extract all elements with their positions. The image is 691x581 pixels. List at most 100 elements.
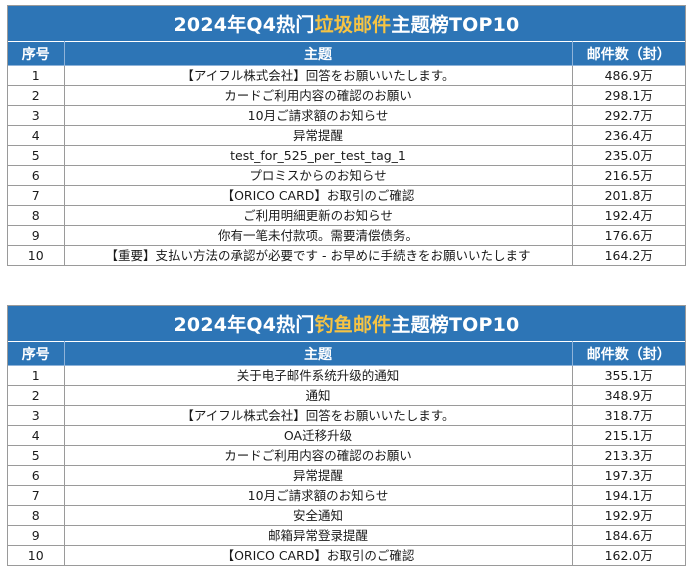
spam-title-suffix: 主题榜TOP10 (391, 14, 520, 36)
count-cell: 192.9万 (571, 505, 685, 526)
count-cell: 235.0万 (571, 145, 685, 166)
table-row: 2 カードご利用内容の確認のお願い 298.1万 (8, 85, 685, 106)
subject-column-header: 主题 (63, 41, 573, 66)
rank-cell: 9 (8, 525, 65, 546)
subject-cell: プロミスからのお知らせ (63, 165, 573, 186)
subject-column-header: 主题 (63, 341, 573, 366)
subject-cell: 邮箱异常登录提醒 (63, 525, 573, 546)
rank-cell: 5 (8, 445, 65, 466)
phishing-table-title: 2024年Q4热门 钓鱼邮件 主题榜TOP10 (8, 306, 685, 341)
subject-cell: 【重要】支払い方法の承認が必要です - お早めに手続きをお願いいたします (63, 245, 573, 265)
table-row: 6 异常提醒 197.3万 (8, 465, 685, 486)
rank-cell: 1 (8, 65, 65, 86)
table-row: 4 OA迁移升级 215.1万 (8, 425, 685, 446)
table-row: 8 安全通知 192.9万 (8, 505, 685, 526)
phishing-header-row: 序号 主题 邮件数（封） (8, 341, 685, 366)
count-cell: 162.0万 (571, 545, 685, 565)
subject-cell: test_for_525_per_test_tag_1 (63, 145, 573, 166)
count-cell: 298.1万 (571, 85, 685, 106)
rank-cell: 9 (8, 225, 65, 246)
subject-cell: 10月ご請求額のお知らせ (63, 485, 573, 506)
count-cell: 197.3万 (571, 465, 685, 486)
table-row: 5 カードご利用内容の確認のお願い 213.3万 (8, 445, 685, 466)
rank-cell: 8 (8, 505, 65, 526)
subject-cell: 【アイフル株式会社】回答をお願いいたします。 (63, 65, 573, 86)
table-row: 10 【重要】支払い方法の承認が必要です - お早めに手続きをお願いいたします 16… (8, 245, 685, 265)
table-row: 2 通知 348.9万 (8, 385, 685, 406)
subject-cell: 【アイフル株式会社】回答をお願いいたします。 (63, 405, 573, 426)
table-row: 1 【アイフル株式会社】回答をお願いいたします。 486.9万 (8, 65, 685, 86)
count-cell: 184.6万 (571, 525, 685, 546)
count-cell: 176.6万 (571, 225, 685, 246)
subject-cell: 通知 (63, 385, 573, 406)
table-row: 10 【ORICO CARD】お取引のご確認 162.0万 (8, 545, 685, 565)
count-cell: 292.7万 (571, 105, 685, 126)
rank-cell: 6 (8, 165, 65, 186)
count-cell: 213.3万 (571, 445, 685, 466)
rank-cell: 3 (8, 105, 65, 126)
phishing-title-prefix: 2024年Q4热门 (173, 314, 315, 336)
count-cell: 318.7万 (571, 405, 685, 426)
count-cell: 355.1万 (571, 365, 685, 386)
table-row: 9 邮箱异常登录提醒 184.6万 (8, 525, 685, 546)
spam-title-highlight: 垃圾邮件 (314, 14, 392, 36)
table-row: 5 test_for_525_per_test_tag_1 235.0万 (8, 145, 685, 166)
phishing-table-body: 1 关于电子邮件系统升级的通知 355.1万 2 通知 348.9万 3 【アイフル株式会社】… (8, 365, 685, 565)
count-cell: 201.8万 (571, 185, 685, 206)
rank-cell: 4 (8, 425, 65, 446)
rank-cell: 3 (8, 405, 65, 426)
rank-cell: 4 (8, 125, 65, 146)
table-row: 3 10月ご請求額のお知らせ 292.7万 (8, 105, 685, 126)
count-cell: 194.1万 (571, 485, 685, 506)
table-row: 4 异常提醒 236.4万 (8, 125, 685, 146)
subject-cell: ご利用明細更新のお知らせ (63, 205, 573, 226)
count-cell: 348.9万 (571, 385, 685, 406)
subject-cell: 关于电子邮件系统升级的通知 (63, 365, 573, 386)
table-row: 9 你有一笔未付款项。需要清偿债务。 176.6万 (8, 225, 685, 246)
subject-cell: 安全通知 (63, 505, 573, 526)
rank-cell: 8 (8, 205, 65, 226)
subject-cell: 【ORICO CARD】お取引のご確認 (63, 545, 573, 565)
spam-ranking-table: 2024年Q4热门 垃圾邮件 主题榜TOP10 序号 主题 邮件数（封） 1 【アイフ… (7, 5, 686, 266)
table-row: 8 ご利用明細更新のお知らせ 192.4万 (8, 205, 685, 226)
rank-cell: 10 (8, 545, 65, 565)
spam-title-prefix: 2024年Q4热门 (173, 14, 315, 36)
phishing-title-suffix: 主题榜TOP10 (391, 314, 520, 336)
rank-cell: 2 (8, 385, 65, 406)
rank-cell: 7 (8, 485, 65, 506)
table-row: 3 【アイフル株式会社】回答をお願いいたします。 318.7万 (8, 405, 685, 426)
count-column-header: 邮件数（封） (571, 341, 685, 366)
subject-cell: カードご利用内容の確認のお願い (63, 445, 573, 466)
rank-cell: 6 (8, 465, 65, 486)
spam-table-grid: 序号 主题 邮件数（封） 1 【アイフル株式会社】回答をお願いいたします。 486.… (8, 41, 685, 265)
count-cell: 215.1万 (571, 425, 685, 446)
subject-cell: 异常提醒 (63, 465, 573, 486)
table-row: 7 10月ご請求額のお知らせ 194.1万 (8, 485, 685, 506)
count-cell: 164.2万 (571, 245, 685, 265)
rank-column-header: 序号 (8, 41, 65, 66)
spam-table-title: 2024年Q4热门 垃圾邮件 主题榜TOP10 (8, 6, 685, 41)
subject-cell: 你有一笔未付款项。需要清偿债务。 (63, 225, 573, 246)
table-row: 1 关于电子邮件系统升级的通知 355.1万 (8, 365, 685, 386)
count-cell: 192.4万 (571, 205, 685, 226)
rank-cell: 5 (8, 145, 65, 166)
phishing-table-grid: 序号 主题 邮件数（封） 1 关于电子邮件系统升级的通知 355.1万 2 通知 348.… (8, 341, 685, 565)
rank-cell: 10 (8, 245, 65, 265)
spam-header-row: 序号 主题 邮件数（封） (8, 41, 685, 66)
rank-cell: 1 (8, 365, 65, 386)
phishing-title-highlight: 钓鱼邮件 (314, 314, 392, 336)
phishing-ranking-table: 2024年Q4热门 钓鱼邮件 主题榜TOP10 序号 主题 邮件数（封） 1 关于电子… (7, 305, 686, 566)
count-cell: 216.5万 (571, 165, 685, 186)
rank-cell: 2 (8, 85, 65, 106)
subject-cell: カードご利用内容の確認のお願い (63, 85, 573, 106)
table-row: 6 プロミスからのお知らせ 216.5万 (8, 165, 685, 186)
count-column-header: 邮件数（封） (571, 41, 685, 66)
rank-cell: 7 (8, 185, 65, 206)
rank-column-header: 序号 (8, 341, 65, 366)
table-row: 7 【ORICO CARD】お取引のご確認 201.8万 (8, 185, 685, 206)
count-cell: 236.4万 (571, 125, 685, 146)
count-cell: 486.9万 (571, 65, 685, 86)
subject-cell: OA迁移升级 (63, 425, 573, 446)
subject-cell: 异常提醒 (63, 125, 573, 146)
subject-cell: 10月ご請求額のお知らせ (63, 105, 573, 126)
